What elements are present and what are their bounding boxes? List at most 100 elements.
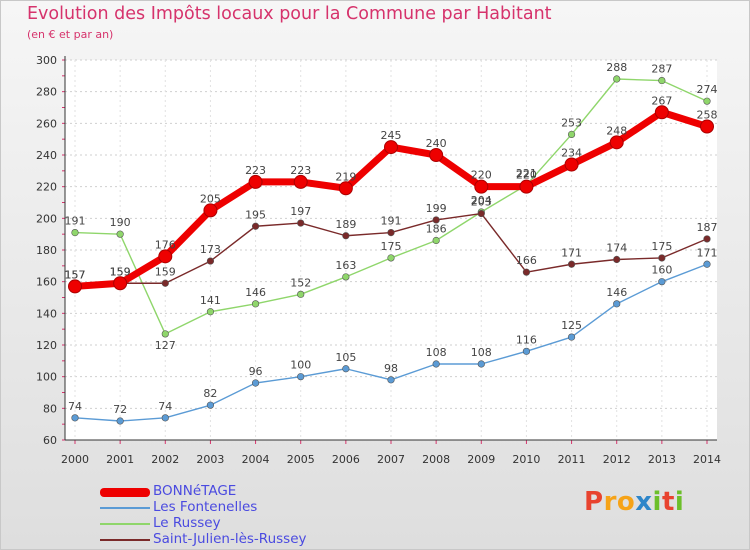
point-bonn-tage-2008 [429,148,444,162]
data-label-saint-julien-l-s-russey-2007: 191 [381,215,402,228]
data-label-saint-julien-l-s-russey-2010: 166 [516,254,537,267]
point-le-russey-2007 [387,254,395,262]
data-label-saint-julien-l-s-russey-2003: 173 [200,243,221,256]
y-tick-label-260: 260 [36,117,57,130]
data-label-les-fontenelles-2002: 74 [158,400,172,413]
data-label-saint-julien-l-s-russey-2008: 199 [426,202,447,215]
data-label-saint-julien-l-s-russey-2013: 175 [651,240,672,253]
point-saint-julien-l-s-russey-2003 [206,257,215,265]
point-saint-julien-l-s-russey-2002 [161,279,169,287]
legend-label-le-russey: Le Russey [153,515,221,531]
y-tick-label-220: 220 [36,181,57,194]
data-label-le-russey-2014: 274 [697,83,718,96]
point-bonn-tage-2006 [338,181,353,196]
chart-subtitle: (en € et par an) [27,28,114,41]
chart-title: Evolution des Impôts locaux pour la Comm… [27,4,552,24]
data-label-le-russey-2002: 127 [155,339,176,352]
point-le-russey-2004 [251,300,260,308]
x-tick-label-2010: 2010 [512,453,540,466]
data-label-les-fontenelles-2013: 160 [651,264,672,277]
point-le-russey-2003 [206,308,215,316]
point-bonn-tage-2003 [203,203,218,218]
point-le-russey-2006 [342,273,350,281]
point-le-russey-2002 [161,330,169,338]
point-saint-julien-l-s-russey-2012 [613,255,621,264]
data-label-le-russey-2008: 186 [426,223,447,236]
point-le-russey-2013 [658,76,666,85]
data-label-le-russey-2004: 146 [245,286,266,299]
point-les-fontenelles-2011 [567,333,576,341]
data-label-saint-julien-l-s-russey-2006: 189 [335,218,356,231]
data-label-bonn-tage-2012: 248 [606,124,627,137]
data-label-le-russey-2011: 253 [561,116,582,129]
point-les-fontenelles-2009 [477,360,485,368]
logo-letter: x [635,487,653,517]
legend-label-saint-julien-l-s-russey: Saint-Julien-lès-Russey [153,531,307,547]
data-label-les-fontenelles-2009: 108 [471,346,492,359]
point-saint-julien-l-s-russey-2007 [387,228,395,237]
data-label-le-russey-2010: 221 [516,167,537,180]
data-label-bonn-tage-2002: 176 [155,238,176,251]
x-tick-label-2008: 2008 [422,453,450,466]
point-bonn-tage-2014 [700,119,714,134]
logo-letter: t [661,487,675,517]
point-le-russey-2014 [703,97,711,105]
x-tick-label-2014: 2014 [693,453,721,466]
point-bonn-tage-2013 [654,105,669,120]
data-label-bonn-tage-2010: 220 [516,169,537,182]
data-label-saint-julien-l-s-russey-2001: 159 [110,265,131,278]
point-bonn-tage-2010 [519,179,534,194]
data-label-saint-julien-l-s-russey-2004: 195 [245,208,266,221]
data-label-le-russey-2007: 175 [381,240,402,253]
logo-letter: i [674,487,685,517]
y-tick-label-120: 120 [36,339,57,352]
point-saint-julien-l-s-russey-2010 [522,268,531,276]
data-label-bonn-tage-2003: 205 [200,192,221,205]
data-label-le-russey-2012: 288 [606,61,627,74]
point-le-russey-2012 [613,75,621,83]
logo-letter: i [652,487,662,517]
point-bonn-tage-2009 [474,179,489,194]
point-le-russey-2005 [297,290,305,298]
y-tick-label-60: 60 [43,434,57,447]
point-bonn-tage-2002 [158,249,173,264]
point-les-fontenelles-2013 [658,278,666,286]
data-label-bonn-tage-2011: 234 [561,147,582,160]
x-tick-label-2000: 2000 [61,453,89,466]
data-label-saint-julien-l-s-russey-2000: 157 [65,268,86,281]
x-tick-label-2013: 2013 [648,453,676,466]
point-bonn-tage-2000 [68,279,82,294]
x-tick-label-2002: 2002 [151,453,179,466]
data-label-bonn-tage-2014: 258 [697,109,718,122]
data-label-le-russey-2005: 152 [290,276,311,289]
data-label-les-fontenelles-2008: 108 [426,346,447,359]
data-label-les-fontenelles-2001: 72 [113,403,127,416]
point-bonn-tage-2012 [609,135,624,150]
logo-letter: P [584,487,604,517]
point-les-fontenelles-2000 [71,414,79,422]
point-les-fontenelles-2012 [613,300,621,308]
point-saint-julien-l-s-russey-2013 [658,254,666,262]
logo-letter: o [616,487,636,517]
data-label-bonn-tage-2007: 245 [381,129,402,142]
point-les-fontenelles-2006 [342,365,350,373]
point-bonn-tage-2001 [113,276,128,291]
point-les-fontenelles-2010 [522,347,531,355]
logo-letter: r [603,487,617,517]
y-tick-label-80: 80 [43,402,57,415]
data-label-bonn-tage-2006: 219 [335,170,356,183]
data-label-les-fontenelles-2012: 146 [606,286,627,299]
data-label-les-fontenelles-2000: 74 [68,400,82,413]
point-le-russey-2000 [71,228,79,237]
legend-label-les-fontenelles: Les Fontenelles [153,499,258,515]
x-tick-label-2004: 2004 [242,453,270,466]
data-label-saint-julien-l-s-russey-2009: 203 [471,196,492,209]
data-label-saint-julien-l-s-russey-2012: 174 [606,242,627,255]
legend-swatch-bonn-tage [100,487,150,497]
x-tick-label-2006: 2006 [332,453,360,466]
point-bonn-tage-2005 [293,174,308,189]
point-saint-julien-l-s-russey-2004 [251,222,260,230]
legend-swatch-les-fontenelles [100,507,150,509]
point-saint-julien-l-s-russey-2005 [297,219,305,227]
point-saint-julien-l-s-russey-2011 [567,260,576,268]
